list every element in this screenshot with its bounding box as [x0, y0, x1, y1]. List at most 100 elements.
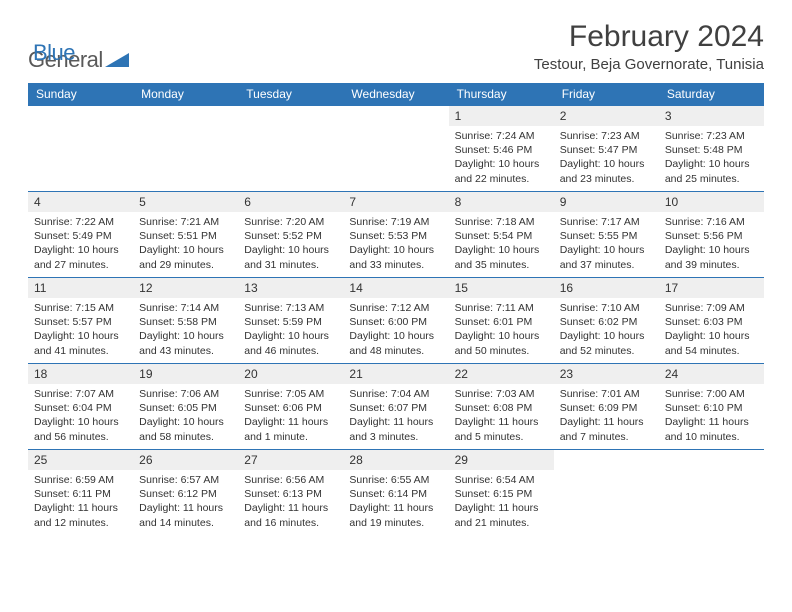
calendar-cell: 29Sunrise: 6:54 AMSunset: 6:15 PMDayligh… [449, 450, 554, 536]
day-details: Sunrise: 7:04 AMSunset: 6:07 PMDaylight:… [343, 384, 448, 448]
day-header: Monday [133, 83, 238, 106]
sunrise-text: Sunrise: 6:56 AM [244, 473, 337, 487]
day-number: 16 [554, 278, 659, 298]
sunset-text: Sunset: 6:05 PM [139, 401, 232, 415]
sunset-text: Sunset: 6:07 PM [349, 401, 442, 415]
day-number: 19 [133, 364, 238, 384]
daylight-text: Daylight: 10 hours and 29 minutes. [139, 243, 232, 271]
daylight-text: Daylight: 10 hours and 41 minutes. [34, 329, 127, 357]
calendar-cell: 28Sunrise: 6:55 AMSunset: 6:14 PMDayligh… [343, 450, 448, 536]
sunset-text: Sunset: 6:08 PM [455, 401, 548, 415]
day-details: Sunrise: 7:14 AMSunset: 5:58 PMDaylight:… [133, 298, 238, 362]
day-details: Sunrise: 7:16 AMSunset: 5:56 PMDaylight:… [659, 212, 764, 276]
sunrise-text: Sunrise: 7:23 AM [665, 129, 758, 143]
sunrise-text: Sunrise: 7:06 AM [139, 387, 232, 401]
daylight-text: Daylight: 10 hours and 58 minutes. [139, 415, 232, 443]
calendar-cell: 12Sunrise: 7:14 AMSunset: 5:58 PMDayligh… [133, 278, 238, 364]
day-number: 20 [238, 364, 343, 384]
day-details: Sunrise: 7:17 AMSunset: 5:55 PMDaylight:… [554, 212, 659, 276]
sunset-text: Sunset: 6:03 PM [665, 315, 758, 329]
daylight-text: Daylight: 10 hours and 54 minutes. [665, 329, 758, 357]
sunrise-text: Sunrise: 7:09 AM [665, 301, 758, 315]
day-header: Tuesday [238, 83, 343, 106]
sunrise-text: Sunrise: 7:05 AM [244, 387, 337, 401]
day-details: Sunrise: 7:03 AMSunset: 6:08 PMDaylight:… [449, 384, 554, 448]
calendar-week-row: 11Sunrise: 7:15 AMSunset: 5:57 PMDayligh… [28, 278, 764, 364]
day-details: Sunrise: 7:13 AMSunset: 5:59 PMDaylight:… [238, 298, 343, 362]
empty-day [659, 450, 764, 470]
sunrise-text: Sunrise: 7:13 AM [244, 301, 337, 315]
sunrise-text: Sunrise: 6:54 AM [455, 473, 548, 487]
daylight-text: Daylight: 11 hours and 3 minutes. [349, 415, 442, 443]
day-number: 7 [343, 192, 448, 212]
calendar-cell [343, 106, 448, 192]
calendar-week-row: 18Sunrise: 7:07 AMSunset: 6:04 PMDayligh… [28, 364, 764, 450]
sunset-text: Sunset: 5:57 PM [34, 315, 127, 329]
day-details: Sunrise: 7:09 AMSunset: 6:03 PMDaylight:… [659, 298, 764, 362]
day-number: 11 [28, 278, 133, 298]
sunset-text: Sunset: 5:51 PM [139, 229, 232, 243]
brand-text-2-wrap: Blue [33, 40, 75, 66]
daylight-text: Daylight: 10 hours and 22 minutes. [455, 157, 548, 185]
day-number: 23 [554, 364, 659, 384]
day-number: 10 [659, 192, 764, 212]
daylight-text: Daylight: 10 hours and 43 minutes. [139, 329, 232, 357]
sunset-text: Sunset: 5:53 PM [349, 229, 442, 243]
title-block: February 2024 Testour, Beja Governorate,… [534, 20, 764, 73]
sunrise-text: Sunrise: 6:57 AM [139, 473, 232, 487]
daylight-text: Daylight: 11 hours and 5 minutes. [455, 415, 548, 443]
calendar-week-row: 1Sunrise: 7:24 AMSunset: 5:46 PMDaylight… [28, 106, 764, 192]
calendar-week-row: 25Sunrise: 6:59 AMSunset: 6:11 PMDayligh… [28, 450, 764, 536]
day-details: Sunrise: 7:06 AMSunset: 6:05 PMDaylight:… [133, 384, 238, 448]
sunrise-text: Sunrise: 7:12 AM [349, 301, 442, 315]
day-number: 28 [343, 450, 448, 470]
day-number: 25 [28, 450, 133, 470]
day-number: 24 [659, 364, 764, 384]
daylight-text: Daylight: 11 hours and 19 minutes. [349, 501, 442, 529]
sunset-text: Sunset: 6:01 PM [455, 315, 548, 329]
daylight-text: Daylight: 10 hours and 35 minutes. [455, 243, 548, 271]
day-number: 17 [659, 278, 764, 298]
calendar-cell [238, 106, 343, 192]
day-number: 5 [133, 192, 238, 212]
day-details: Sunrise: 7:12 AMSunset: 6:00 PMDaylight:… [343, 298, 448, 362]
calendar-cell: 17Sunrise: 7:09 AMSunset: 6:03 PMDayligh… [659, 278, 764, 364]
sunset-text: Sunset: 6:10 PM [665, 401, 758, 415]
day-number: 8 [449, 192, 554, 212]
day-number: 18 [28, 364, 133, 384]
sunrise-text: Sunrise: 7:22 AM [34, 215, 127, 229]
location-subtitle: Testour, Beja Governorate, Tunisia [534, 56, 764, 73]
sunset-text: Sunset: 6:13 PM [244, 487, 337, 501]
day-details: Sunrise: 7:15 AMSunset: 5:57 PMDaylight:… [28, 298, 133, 362]
calendar-cell: 16Sunrise: 7:10 AMSunset: 6:02 PMDayligh… [554, 278, 659, 364]
daylight-text: Daylight: 10 hours and 37 minutes. [560, 243, 653, 271]
day-number: 2 [554, 106, 659, 126]
day-number: 26 [133, 450, 238, 470]
day-details: Sunrise: 7:21 AMSunset: 5:51 PMDaylight:… [133, 212, 238, 276]
daylight-text: Daylight: 10 hours and 50 minutes. [455, 329, 548, 357]
daylight-text: Daylight: 11 hours and 7 minutes. [560, 415, 653, 443]
calendar-cell: 22Sunrise: 7:03 AMSunset: 6:08 PMDayligh… [449, 364, 554, 450]
sunrise-text: Sunrise: 7:10 AM [560, 301, 653, 315]
day-number: 21 [343, 364, 448, 384]
empty-day [28, 106, 133, 126]
sunset-text: Sunset: 5:58 PM [139, 315, 232, 329]
day-details: Sunrise: 7:23 AMSunset: 5:48 PMDaylight:… [659, 126, 764, 190]
day-number: 6 [238, 192, 343, 212]
sunset-text: Sunset: 6:11 PM [34, 487, 127, 501]
calendar-cell: 18Sunrise: 7:07 AMSunset: 6:04 PMDayligh… [28, 364, 133, 450]
day-number: 27 [238, 450, 343, 470]
day-details: Sunrise: 7:11 AMSunset: 6:01 PMDaylight:… [449, 298, 554, 362]
sunset-text: Sunset: 6:09 PM [560, 401, 653, 415]
day-details: Sunrise: 6:56 AMSunset: 6:13 PMDaylight:… [238, 470, 343, 534]
empty-day [343, 106, 448, 126]
calendar-header-row: Sunday Monday Tuesday Wednesday Thursday… [28, 83, 764, 106]
daylight-text: Daylight: 11 hours and 1 minute. [244, 415, 337, 443]
calendar-cell: 3Sunrise: 7:23 AMSunset: 5:48 PMDaylight… [659, 106, 764, 192]
calendar-cell: 1Sunrise: 7:24 AMSunset: 5:46 PMDaylight… [449, 106, 554, 192]
daylight-text: Daylight: 11 hours and 14 minutes. [139, 501, 232, 529]
sunrise-text: Sunrise: 7:00 AM [665, 387, 758, 401]
daylight-text: Daylight: 11 hours and 16 minutes. [244, 501, 337, 529]
calendar-cell: 23Sunrise: 7:01 AMSunset: 6:09 PMDayligh… [554, 364, 659, 450]
calendar-week-row: 4Sunrise: 7:22 AMSunset: 5:49 PMDaylight… [28, 192, 764, 278]
